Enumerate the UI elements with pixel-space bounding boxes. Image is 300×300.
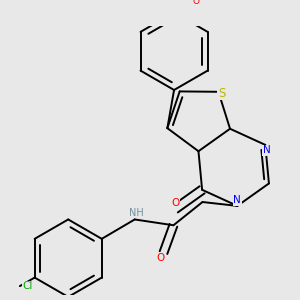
Text: N: N — [233, 195, 241, 205]
Text: O: O — [193, 0, 200, 6]
Text: O: O — [171, 198, 179, 208]
Text: N: N — [263, 146, 271, 155]
Text: O: O — [156, 253, 164, 263]
Text: Cl: Cl — [22, 281, 33, 291]
Text: S: S — [218, 87, 225, 100]
Text: NH: NH — [129, 208, 144, 218]
